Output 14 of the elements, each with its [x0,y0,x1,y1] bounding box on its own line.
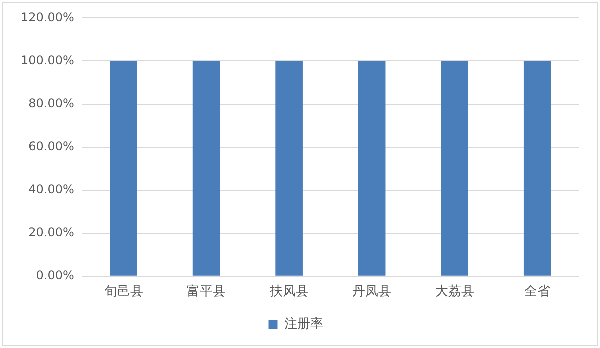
x-tick-label: 丹凤县 [352,284,392,300]
y-tick-label: 60.00% [28,139,74,154]
y-tick-label: 0.00% [36,268,74,283]
y-tick-label: 120.00% [21,10,74,24]
x-tick-label: 旬邑县 [104,284,144,300]
y-tick-label: 20.00% [28,225,74,240]
x-tick-label: 大荔县 [435,284,474,300]
legend-label: 注册率 [284,316,324,332]
y-tick-label: 40.00% [28,182,74,196]
y-tick-label: 100.00% [21,53,74,68]
x-tick-label: 全省 [524,284,551,300]
x-tick-label: 富平县 [187,284,226,300]
y-tick-label: 80.00% [28,96,74,110]
x-tick-label: 扶风县 [268,284,309,300]
